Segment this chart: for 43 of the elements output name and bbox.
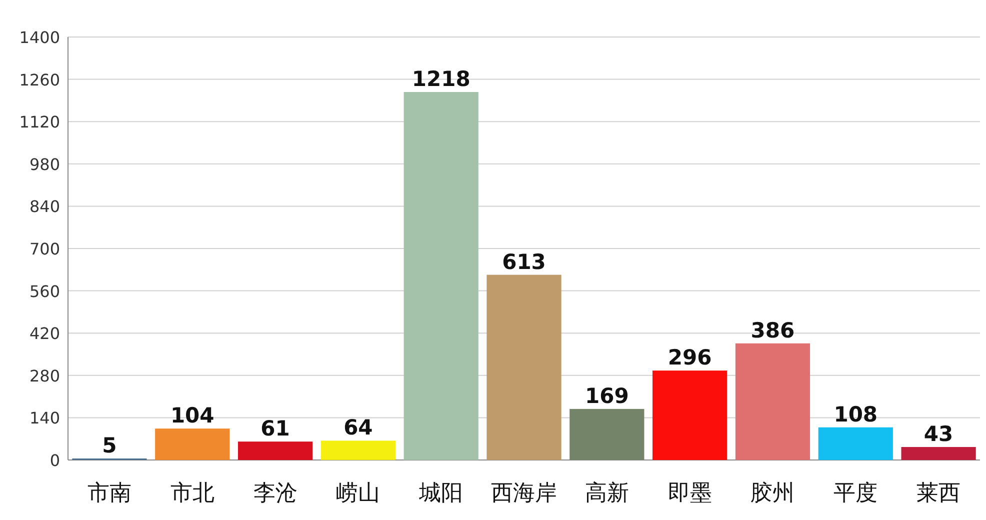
y-tick-label: 1120 [19,112,60,132]
bar [404,92,478,460]
bar [320,440,396,460]
data-label: 296 [668,346,712,370]
x-tick-label: 市北 [170,481,214,506]
bar [901,447,976,460]
data-label: 169 [584,384,629,408]
data-label: 64 [344,416,373,440]
data-label: 1218 [412,66,470,91]
bar [735,343,810,460]
x-tick-label: 西海岸 [491,481,557,506]
x-tick-label: 莱西 [916,481,961,506]
x-tick-label: 高新 [584,481,629,506]
y-tick-label: 420 [29,324,60,344]
y-tick-label: 140 [29,408,60,428]
x-tick-label: 平度 [834,481,878,506]
x-tick-label: 李沧 [253,481,298,506]
data-label: 61 [260,416,290,441]
bar [818,427,893,460]
x-tick-label: 崂山 [336,481,380,506]
y-tick-label: 1400 [19,28,60,47]
x-tick-label: 市南 [87,481,132,506]
data-label: 104 [170,404,214,428]
x-tick-label: 胶州 [750,481,795,506]
y-tick-label: 840 [29,197,60,216]
bar [570,408,644,460]
data-label: 5 [102,433,117,458]
x-tick-label: 即墨 [668,481,712,506]
bar [238,442,313,460]
y-tick-label: 0 [50,451,60,470]
y-tick-label: 700 [29,240,60,258]
y-tick-label: 980 [29,154,60,174]
x-tick-label: 城阳 [418,481,464,506]
y-tick-label: 560 [29,282,60,301]
data-label: 386 [750,318,795,342]
data-label: 613 [502,250,546,274]
y-tick-label: 1260 [19,70,60,90]
bar [652,370,728,460]
data-label: 108 [834,402,878,426]
y-tick-label: 280 [29,366,60,386]
data-label: 43 [924,422,954,446]
bar [155,428,230,460]
bar [486,274,562,460]
